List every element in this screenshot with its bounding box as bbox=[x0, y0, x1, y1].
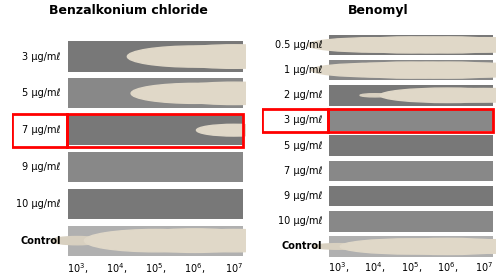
FancyBboxPatch shape bbox=[330, 60, 493, 80]
FancyBboxPatch shape bbox=[330, 135, 493, 156]
Circle shape bbox=[312, 244, 365, 249]
Circle shape bbox=[372, 37, 500, 53]
Circle shape bbox=[120, 229, 270, 252]
Circle shape bbox=[312, 63, 438, 77]
Circle shape bbox=[308, 38, 442, 52]
Circle shape bbox=[131, 83, 258, 103]
FancyBboxPatch shape bbox=[330, 186, 493, 206]
Circle shape bbox=[416, 38, 500, 52]
Circle shape bbox=[163, 229, 305, 252]
Text: 10$^5$,: 10$^5$, bbox=[145, 261, 166, 276]
Circle shape bbox=[128, 46, 262, 67]
Text: 3 μg/mℓ: 3 μg/mℓ bbox=[22, 52, 61, 62]
Text: 0.5 μg/mℓ: 0.5 μg/mℓ bbox=[275, 40, 322, 50]
FancyBboxPatch shape bbox=[330, 211, 493, 232]
Text: 10$^6$,: 10$^6$, bbox=[437, 261, 458, 275]
Circle shape bbox=[360, 94, 390, 97]
Text: Control: Control bbox=[20, 236, 61, 246]
Text: 10$^5$,: 10$^5$, bbox=[400, 261, 422, 275]
Title: Benzalkonium chloride: Benzalkonium chloride bbox=[49, 4, 208, 17]
Circle shape bbox=[340, 239, 482, 254]
Text: 10$^7$: 10$^7$ bbox=[224, 261, 243, 275]
Text: 9 μg/mℓ: 9 μg/mℓ bbox=[284, 191, 323, 201]
Circle shape bbox=[137, 53, 174, 59]
FancyBboxPatch shape bbox=[330, 35, 493, 55]
Text: 3 μg/mℓ: 3 μg/mℓ bbox=[284, 115, 323, 125]
Circle shape bbox=[336, 37, 486, 53]
Circle shape bbox=[389, 93, 434, 98]
Text: 10$^4$,: 10$^4$, bbox=[364, 261, 386, 275]
Text: 10$^3$,: 10$^3$, bbox=[66, 261, 88, 276]
Circle shape bbox=[140, 91, 170, 96]
Text: 10$^4$,: 10$^4$, bbox=[106, 261, 127, 276]
Circle shape bbox=[342, 243, 408, 250]
Circle shape bbox=[420, 63, 500, 77]
Circle shape bbox=[320, 68, 358, 72]
Circle shape bbox=[420, 88, 500, 102]
Circle shape bbox=[84, 229, 227, 252]
Text: 10 μg/mℓ: 10 μg/mℓ bbox=[16, 199, 61, 209]
Circle shape bbox=[420, 240, 500, 253]
Text: 1 μg/mℓ: 1 μg/mℓ bbox=[284, 65, 323, 75]
Text: 10$^6$,: 10$^6$, bbox=[184, 261, 206, 276]
Circle shape bbox=[336, 62, 486, 78]
Circle shape bbox=[372, 238, 500, 255]
FancyBboxPatch shape bbox=[330, 110, 493, 131]
Text: Control: Control bbox=[282, 241, 323, 251]
Circle shape bbox=[380, 88, 500, 102]
Circle shape bbox=[51, 237, 104, 245]
FancyBboxPatch shape bbox=[330, 85, 493, 106]
Circle shape bbox=[196, 124, 272, 136]
FancyBboxPatch shape bbox=[330, 236, 493, 257]
FancyBboxPatch shape bbox=[68, 189, 243, 219]
Text: 10$^3$,: 10$^3$, bbox=[328, 261, 349, 275]
Circle shape bbox=[159, 45, 308, 68]
Title: Benomyl: Benomyl bbox=[348, 4, 409, 17]
Text: 9 μg/mℓ: 9 μg/mℓ bbox=[22, 162, 61, 172]
FancyBboxPatch shape bbox=[68, 78, 243, 108]
Text: 10$^7$: 10$^7$ bbox=[474, 261, 493, 274]
Text: 7 μg/mℓ: 7 μg/mℓ bbox=[22, 125, 61, 135]
FancyBboxPatch shape bbox=[68, 225, 243, 256]
Text: 7 μg/mℓ: 7 μg/mℓ bbox=[284, 166, 323, 176]
FancyBboxPatch shape bbox=[68, 41, 243, 72]
FancyBboxPatch shape bbox=[330, 160, 493, 181]
Text: 2 μg/mℓ: 2 μg/mℓ bbox=[284, 90, 323, 100]
Circle shape bbox=[372, 62, 500, 78]
Circle shape bbox=[320, 43, 358, 47]
FancyBboxPatch shape bbox=[68, 152, 243, 182]
Text: 5 μg/mℓ: 5 μg/mℓ bbox=[22, 88, 61, 98]
FancyBboxPatch shape bbox=[68, 115, 243, 145]
Circle shape bbox=[163, 82, 305, 104]
Text: 5 μg/mℓ: 5 μg/mℓ bbox=[284, 141, 323, 151]
Text: 10 μg/mℓ: 10 μg/mℓ bbox=[278, 216, 322, 226]
Circle shape bbox=[82, 235, 150, 246]
